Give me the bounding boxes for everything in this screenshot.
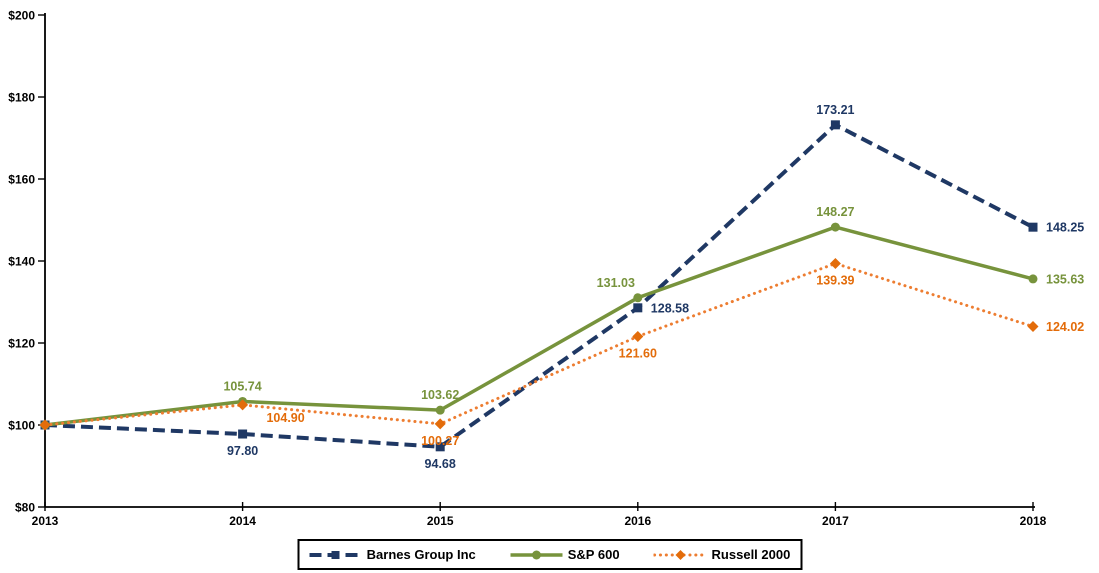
data-point-diamond-marker [237, 399, 249, 411]
square-marker-line-icon [309, 550, 362, 559]
data-point-square-marker [1028, 222, 1038, 232]
x-axis-tick-label: 2018 [1020, 514, 1047, 528]
data-point-square-marker [238, 429, 248, 439]
legend-item-sp-600: S&P 600 [510, 547, 620, 562]
y-axis-tick-label: $160 [8, 173, 35, 187]
y-axis-tick-label: $100 [8, 419, 35, 433]
data-point-label: 124.02 [1046, 320, 1084, 334]
data-point-label: 148.27 [816, 205, 854, 219]
x-axis-tick-label: 2013 [32, 514, 59, 528]
y-axis-tick-label: $140 [8, 255, 35, 269]
data-point-diamond-marker [632, 330, 644, 342]
x-axis-tick-label: 2016 [624, 514, 651, 528]
y-axis-tick-label: $120 [8, 337, 35, 351]
y-axis-tick-label: $80 [15, 501, 35, 515]
legend-label: Russell 2000 [711, 547, 791, 562]
data-point-diamond-marker [829, 258, 841, 270]
data-point-label: 103.62 [421, 388, 459, 402]
data-point-label: 128.58 [651, 301, 689, 315]
diamond-marker-line-icon [653, 549, 708, 560]
legend-sample-dashed-line-square-marker [309, 548, 363, 562]
data-point-diamond-marker [434, 418, 446, 430]
data-point-circle-marker [1028, 274, 1038, 284]
data-point-label: 104.90 [266, 411, 304, 425]
data-point-label: 121.60 [619, 346, 657, 360]
circle-marker-line-icon [510, 550, 563, 559]
x-axis-tick-label: 2015 [427, 514, 454, 528]
data-point-square-marker [633, 303, 643, 313]
legend-sample-solid-line-circle-marker [510, 548, 564, 562]
legend-sample-dotted-line-diamond-marker [653, 548, 708, 562]
data-point-label: 100.27 [421, 434, 459, 448]
data-point-label: 173.21 [816, 103, 854, 117]
series-line-1 [44, 225, 1034, 427]
x-axis-tick-label: 2014 [229, 514, 256, 528]
data-point-label: 139.39 [816, 274, 854, 288]
data-point-label: 131.03 [597, 276, 635, 290]
data-point-circle-marker [435, 405, 445, 415]
y-axis-tick-label: $180 [8, 91, 35, 105]
data-point-circle-marker [633, 293, 643, 303]
series-line-2 [43, 261, 1035, 427]
data-point-label: 97.80 [227, 444, 258, 458]
data-point-circle-marker [830, 222, 840, 232]
data-point-label: 94.68 [425, 457, 456, 471]
chart-legend: Barnes Group Inc S&P 600 Russell 2000 [297, 539, 802, 570]
data-point-diamond-marker [1027, 321, 1039, 333]
data-point-square-marker [830, 120, 840, 130]
data-point-square-marker [435, 442, 445, 452]
data-point-label: 105.74 [223, 379, 261, 393]
data-point-label: 148.25 [1046, 221, 1084, 235]
x-axis-tick-label: 2017 [822, 514, 849, 528]
data-point-label: 135.63 [1046, 272, 1084, 286]
data-point-diamond-marker [39, 419, 51, 431]
legend-item-russell-2000: Russell 2000 [653, 547, 791, 562]
y-axis-tick-label: $200 [8, 9, 35, 23]
legend-item-barnes-group-inc: Barnes Group Inc [309, 547, 476, 562]
legend-label: Barnes Group Inc [366, 547, 476, 562]
legend-label: S&P 600 [567, 547, 620, 562]
series-line-0 [44, 122, 1034, 449]
